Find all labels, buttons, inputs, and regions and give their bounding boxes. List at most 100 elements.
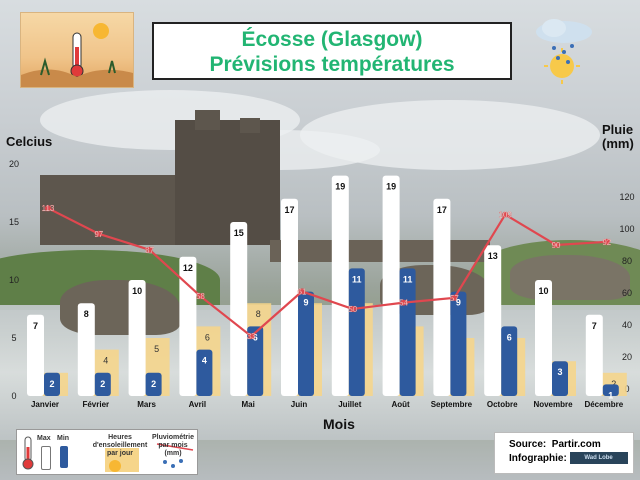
legend-sun-label-1: Heures <box>108 434 132 441</box>
rainfall-value-label: 50 <box>348 305 357 314</box>
right-axis-tick: 20 <box>622 352 632 362</box>
max-temp-bar <box>27 314 44 396</box>
max-temp-value-label: 19 <box>386 182 396 192</box>
x-axis-tick: Avril <box>189 400 207 409</box>
right-axis-title: Pluie <box>602 122 634 137</box>
rainfall-point <box>146 246 153 253</box>
chart-title: Écosse (Glasgow) <box>241 28 423 51</box>
right-axis-tick: 60 <box>622 288 632 298</box>
max-temp-bar <box>179 256 197 396</box>
thermometer-icon <box>21 23 133 87</box>
x-axis-tick: Février <box>82 400 109 409</box>
max-temp-value-label: 12 <box>183 263 193 273</box>
sunshine-value-label: 4 <box>103 356 108 366</box>
x-axis-tick: Juillet <box>338 400 361 409</box>
min-temp-bar <box>145 372 162 396</box>
max-temp-bar <box>281 198 298 396</box>
rainfall-line <box>47 207 607 338</box>
infographic-logo: Wad Lobe <box>569 452 628 465</box>
min-temp-bar <box>399 268 416 396</box>
source-value: Partir.com <box>551 439 601 450</box>
rain-cloud-icon <box>536 19 592 84</box>
legend-min-label: Min <box>57 435 70 442</box>
left-axis-tick: 10 <box>9 275 19 285</box>
max-temp-bar <box>230 222 248 396</box>
rainfall-value-label: 92 <box>602 238 611 247</box>
left-axis-tick: 15 <box>9 217 19 227</box>
min-temp-bar <box>552 361 568 396</box>
min-temp-bar <box>348 268 365 396</box>
min-temp-bar <box>44 372 60 396</box>
legend-sun-label-2: d'ensoleillement <box>92 442 148 449</box>
max-temp-bar <box>585 314 603 396</box>
rainfall-value-label: 97 <box>94 230 103 239</box>
min-temp-value-label: 9 <box>303 298 308 308</box>
rainfall-point <box>45 205 51 212</box>
source-box: Source: Partir.com Infographie: Wad Lobe <box>494 432 634 474</box>
max-temp-bar <box>535 280 552 396</box>
rainfall-value-label: 33 <box>247 332 256 341</box>
x-axis-tick: Décembre <box>584 400 623 409</box>
left-axis-tick: 5 <box>11 333 16 343</box>
thermometer-legend-icon <box>22 436 34 470</box>
rainfall-point <box>299 288 305 295</box>
sunshine-value-label: 8 <box>256 309 261 319</box>
rain-legend-icon <box>156 443 194 468</box>
min-temp-bar <box>501 326 518 396</box>
rainfall-value-label: 58 <box>196 292 205 301</box>
sunshine-value-label: 6 <box>205 332 210 342</box>
rainfall-point <box>502 211 509 218</box>
x-axis-tick: Septembre <box>431 400 473 409</box>
rainfall-point <box>400 299 407 306</box>
rainfall-value-label: 113 <box>42 204 55 213</box>
right-axis-tick: 0 <box>624 384 629 394</box>
left-axis-title: Celcius <box>6 134 53 149</box>
max-temp-value-label: 17 <box>284 205 294 215</box>
max-temp-value-label: 8 <box>84 309 89 319</box>
min-temp-value-label: 11 <box>352 274 362 284</box>
rainfall-point <box>553 242 559 248</box>
left-axis-tick: 20 <box>9 159 19 169</box>
sunshine-value-label: 5 <box>154 344 159 354</box>
chart-subtitle: Prévisions températures <box>209 53 455 76</box>
max-temp-value-label: 13 <box>488 251 498 261</box>
min-temp-value-label: 3 <box>557 367 562 377</box>
hot-weather-illustration <box>20 12 134 88</box>
min-temp-value-label: 2 <box>151 379 156 389</box>
legend-max-swatch <box>41 446 51 470</box>
max-temp-bar <box>433 198 451 396</box>
min-temp-value-label: 9 <box>456 298 461 308</box>
legend-rain-label-2: par mois <box>158 442 188 449</box>
min-temp-value-label: 6 <box>253 332 258 342</box>
min-temp-value-label: 6 <box>507 332 512 342</box>
min-temp-value-label: 1 <box>608 390 613 400</box>
source-label: Source: <box>509 439 547 450</box>
max-temp-value-label: 7 <box>33 321 38 331</box>
x-axis-tick: Janvier <box>31 400 59 409</box>
legend-max-label: Max <box>37 435 51 442</box>
rainfall-value-label: 87 <box>145 246 154 255</box>
min-temp-value-label: 4 <box>202 356 207 366</box>
right-axis-tick: 100 <box>619 224 634 234</box>
rainfall-value-label: 61 <box>298 287 307 296</box>
legend-rain-label-1: Pluviométrie <box>151 434 194 441</box>
legend-rain-label-3: (mm) <box>164 450 182 457</box>
sunshine-value-label: 2 <box>611 379 616 389</box>
x-axis-tick: Mai <box>242 400 255 409</box>
right-axis-unit: (mm) <box>602 136 634 151</box>
min-temp-bar <box>602 384 619 396</box>
max-temp-bar <box>484 245 502 396</box>
min-temp-bar <box>94 372 111 396</box>
rainfall-point <box>603 238 610 245</box>
max-temp-value-label: 17 <box>437 205 447 215</box>
x-axis-tick: Juin <box>291 400 308 409</box>
rainfall-value-label: 57 <box>450 294 459 303</box>
max-temp-value-label: 19 <box>335 182 345 192</box>
max-temp-bar <box>128 280 146 396</box>
chart-legend: Max Min Heures d'ensoleillement par jour… <box>16 429 198 475</box>
rainfall-value-label: 90 <box>552 241 561 250</box>
x-axis-tick: Novembre <box>533 400 573 409</box>
infographic-label: Infographie: <box>509 453 567 464</box>
max-temp-bar <box>331 175 349 396</box>
